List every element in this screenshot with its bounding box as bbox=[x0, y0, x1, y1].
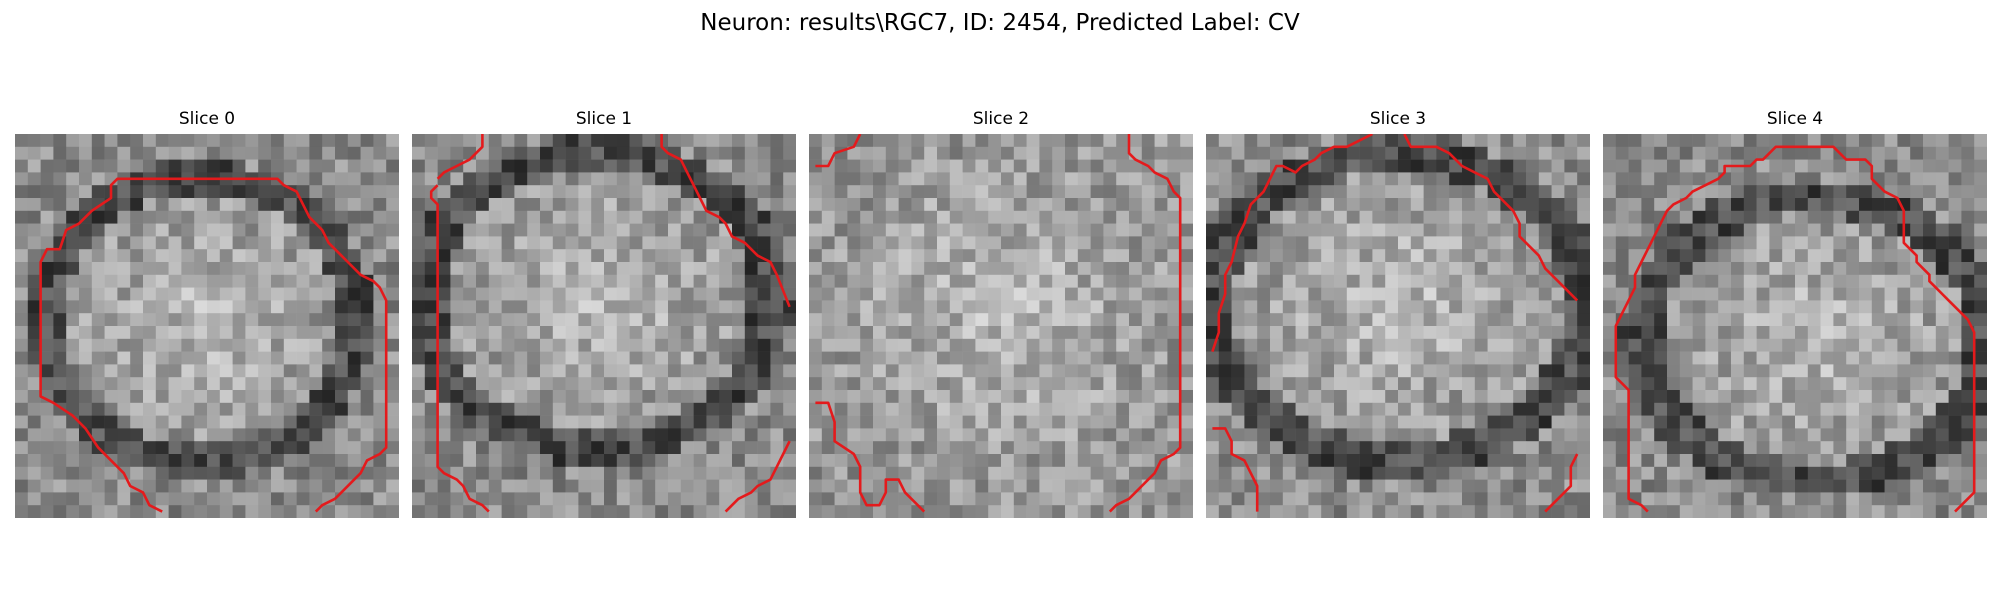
segmentation-contour bbox=[1108, 134, 1182, 513]
figure-title: Neuron: results\RGC7, ID: 2454, Predicte… bbox=[700, 10, 1300, 36]
slice-image bbox=[15, 134, 399, 518]
pixel-grid bbox=[15, 134, 399, 518]
segmentation-contour bbox=[429, 184, 490, 513]
segmentation-contour bbox=[660, 134, 791, 308]
segmentation-contour bbox=[436, 134, 484, 180]
slice-title: Slice 0 bbox=[178, 109, 236, 129]
segmentation-contour bbox=[39, 177, 388, 513]
slice-title: Slice 3 bbox=[1369, 109, 1427, 129]
slice-image bbox=[809, 134, 1193, 518]
pixel-grid bbox=[809, 134, 1193, 518]
slice-title: Slice 1 bbox=[575, 109, 633, 129]
segmentation-contour bbox=[724, 440, 791, 513]
segmentation-contour bbox=[1614, 145, 1976, 513]
segmentation-contour bbox=[1212, 427, 1259, 512]
segmentation-contour bbox=[815, 134, 862, 168]
pixel-grid bbox=[1206, 134, 1590, 518]
slice-image bbox=[1206, 134, 1590, 518]
segmentation-contour bbox=[1544, 453, 1579, 513]
slice-image bbox=[1603, 134, 1987, 518]
segmentation-contour bbox=[1403, 134, 1579, 302]
segmentation-contour bbox=[815, 401, 926, 513]
slice-title: Slice 2 bbox=[972, 109, 1030, 129]
slice-title: Slice 4 bbox=[1766, 109, 1824, 129]
pixel-grid bbox=[412, 134, 796, 518]
pixel-grid bbox=[1603, 134, 1987, 518]
segmentation-contour bbox=[1211, 134, 1373, 353]
slice-image bbox=[412, 134, 796, 518]
